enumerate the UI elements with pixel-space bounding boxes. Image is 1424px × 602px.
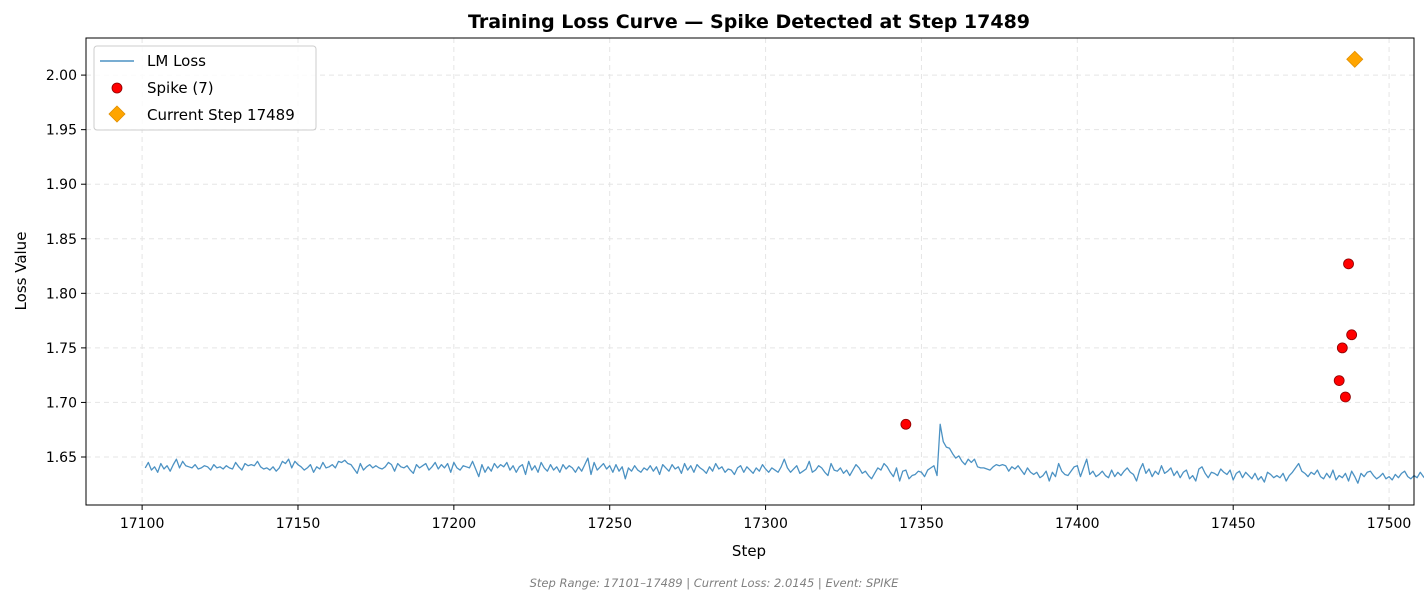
x-tick-label: 17400 (1055, 516, 1100, 532)
legend-swatch-current-step (108, 105, 126, 123)
footer-info: Step Range: 17101–17489 | Current Loss: … (530, 576, 899, 590)
y-tick-label: 1.70 (46, 395, 77, 411)
grid-lines (86, 38, 1414, 505)
spike-point (900, 418, 912, 430)
legend-label-current-step: Current Step 17489 (147, 106, 295, 124)
y-tick-label: 1.85 (46, 232, 77, 248)
spike-point (1336, 342, 1348, 354)
y-axis-ticks: 1.65 1.70 1.75 1.80 1.85 1.90 1.95 2.00 (46, 68, 86, 466)
legend-label-spike: Spike (7) (147, 79, 214, 97)
x-tick-label: 17300 (743, 516, 788, 532)
x-tick-label: 17350 (899, 516, 944, 532)
legend-box (93, 45, 317, 131)
chart-title: Training Loss Curve — Spike Detected at … (468, 11, 1030, 33)
x-tick-label: 17100 (120, 516, 165, 532)
current-step-marker (1346, 50, 1364, 68)
y-tick-label: 1.80 (46, 286, 77, 302)
x-tick-label: 17500 (1367, 516, 1412, 532)
y-tick-label: 2.00 (46, 68, 77, 84)
plot-frame (85, 37, 1415, 506)
legend: LM Loss Spike (7) Current Step 17489 (93, 45, 317, 131)
x-tick-label: 17450 (1211, 516, 1256, 532)
x-tick-label: 17200 (432, 516, 477, 532)
spike-point (1343, 258, 1354, 270)
spike-point (1340, 391, 1351, 403)
x-axis-label: Step (732, 542, 766, 560)
series-layer (144, 50, 1424, 484)
series-line-lm-loss (144, 423, 1424, 484)
legend-label-lm-loss: LM Loss (147, 52, 206, 70)
spike-point (1346, 329, 1358, 341)
y-tick-label: 1.75 (46, 341, 77, 357)
y-tick-label: 1.95 (46, 123, 77, 139)
y-tick-label: 1.65 (46, 450, 77, 466)
legend-swatch-spike (111, 82, 123, 94)
y-axis-label: Loss Value (12, 232, 30, 311)
x-axis-ticks: 17100 17150 17200 17250 17300 17350 17400 17450… (120, 505, 1411, 532)
x-tick-label: 17150 (276, 516, 321, 532)
x-tick-label: 17250 (587, 516, 632, 532)
y-tick-label: 1.90 (46, 177, 77, 193)
spike-point (1333, 375, 1345, 387)
